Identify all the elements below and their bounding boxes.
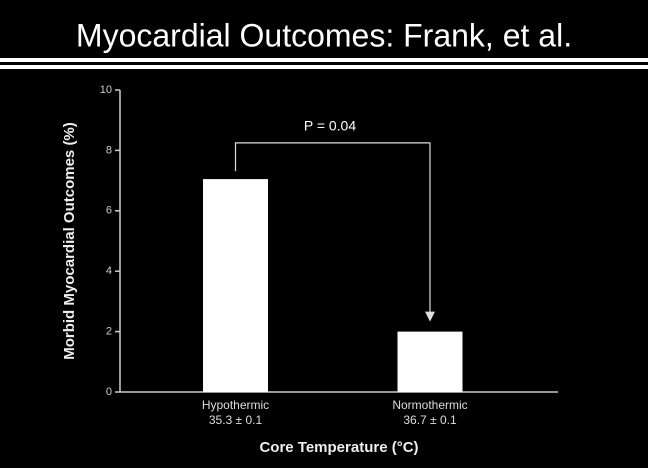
y-tick-label: 6 [106, 205, 112, 217]
x-tick-label: Hypothermic [202, 398, 269, 412]
p-value-annotation: P = 0.04 [304, 118, 357, 134]
x-tick-sublabel: 36.7 ± 0.1 [403, 413, 457, 427]
x-axis-title: Core Temperature (°C) [259, 439, 418, 456]
significance-bracket [234, 142, 431, 320]
y-tick-label: 2 [106, 326, 112, 338]
arrow-head [425, 311, 435, 322]
x-tick-sublabel: 35.3 ± 0.1 [209, 413, 263, 427]
title-rule [0, 58, 648, 62]
bar [203, 179, 268, 392]
slide-title: Myocardial Outcomes: Frank, et al. [76, 17, 572, 53]
y-axis-title: Morbid Myocardial Outcomes (%) [61, 122, 78, 360]
y-tick-label: 10 [100, 84, 112, 96]
y-tick-label: 4 [106, 265, 112, 277]
y-tick-label: 0 [106, 386, 112, 398]
bar [397, 331, 463, 392]
title-rule [0, 65, 648, 69]
x-tick-label: Normothermic [392, 398, 467, 412]
y-tick-label: 8 [106, 144, 112, 156]
